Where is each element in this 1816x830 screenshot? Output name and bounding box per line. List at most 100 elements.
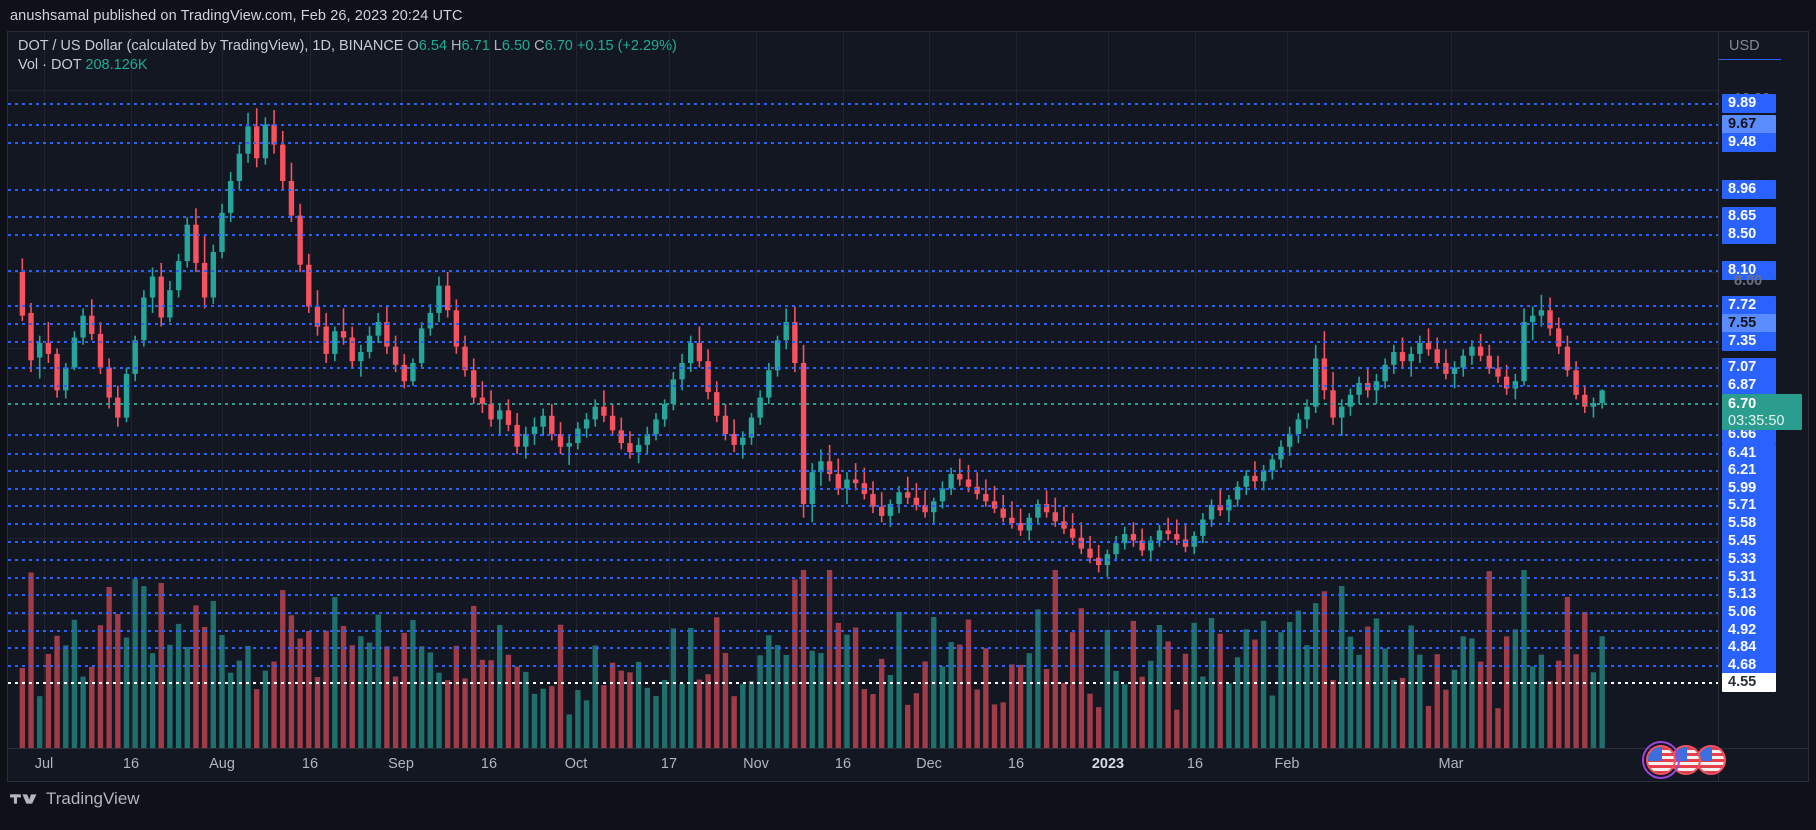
price-level-4-68 (8, 665, 1718, 667)
price-label-5-71[interactable]: 5.71 (1722, 496, 1776, 515)
price-level-5-58 (8, 523, 1718, 525)
price-label-6-87[interactable]: 6.87 (1722, 376, 1776, 395)
flag-canton (1698, 747, 1712, 762)
price-level-9-48 (8, 142, 1718, 144)
price-label-8-96[interactable]: 8.96 (1722, 180, 1776, 199)
price-level-5-33 (8, 559, 1718, 561)
price-level-5-45 (8, 541, 1718, 543)
time-scale-corner (1718, 748, 1808, 781)
price-label-5-06[interactable]: 5.06 (1722, 603, 1776, 622)
price-label-8-65[interactable]: 8.65 (1722, 207, 1776, 226)
price-label-4-68[interactable]: 4.68 (1722, 656, 1776, 675)
price-level-9-89 (8, 103, 1718, 105)
price-label-7-72[interactable]: 7.72 (1722, 296, 1776, 315)
time-label-dec[interactable]: Dec (916, 756, 942, 772)
tradingview-brand-label: TradingView (46, 789, 140, 808)
price-level-8-10 (8, 270, 1718, 272)
price-level-4-84 (8, 647, 1718, 649)
price-level-8-96 (8, 189, 1718, 191)
price-level-5-13 (8, 594, 1718, 596)
publisher-line: anushsamal published on TradingView.com,… (0, 0, 1816, 31)
price-label-9-89[interactable]: 9.89 (1722, 94, 1776, 113)
price-label-9-67[interactable]: 9.67 (1722, 115, 1776, 134)
time-label-nov[interactable]: Nov (743, 756, 769, 772)
time-scale[interactable]: Jul 16 Aug 16 Sep 16 Oct 17 Nov 16 Dec 16 2023 16 Feb M… (8, 748, 1808, 781)
price-level-6-87 (8, 385, 1718, 387)
price-label-8-10[interactable]: 8.10 (1722, 261, 1776, 280)
legend-close-value: 6.70 (544, 38, 573, 54)
time-label-16[interactable]: 16 (301, 756, 319, 772)
price-level-7-07 (8, 367, 1718, 369)
legend-high-key: H (451, 38, 462, 54)
time-label-sep[interactable]: Sep (388, 756, 414, 772)
price-label-8-50[interactable]: 8.50 (1722, 225, 1776, 244)
price-label-5-33[interactable]: 5.33 (1722, 550, 1776, 569)
price-level-8-65 (8, 216, 1718, 218)
last-price-value: 6.70 (1728, 396, 1757, 412)
price-level-4-92 (8, 630, 1718, 632)
legend-change-value: +0.15 (+2.29%) (576, 38, 677, 54)
time-label-16[interactable]: 16 (1186, 756, 1204, 772)
time-label-oct[interactable]: Oct (564, 756, 588, 772)
price-label-4-55[interactable]: 4.55 (1722, 673, 1776, 692)
chart-legend: DOT / US Dollar (calculated by TradingVi… (18, 37, 677, 75)
time-label-aug[interactable]: Aug (209, 756, 235, 772)
price-scale-unit: USD (1729, 38, 1760, 54)
price-label-5-45[interactable]: 5.45 (1722, 532, 1776, 551)
time-label-16[interactable]: 16 (834, 756, 852, 772)
price-level-5-71 (8, 505, 1718, 507)
time-label-16[interactable]: 16 (122, 756, 140, 772)
legend-open-value: 6.54 (418, 38, 448, 54)
price-label-8-00[interactable]: 8.00 (1734, 273, 1763, 289)
legend-volume-row[interactable]: Vol · DOT 208.126K (18, 56, 677, 75)
price-label-5-99[interactable]: 5.99 (1722, 479, 1776, 498)
legend-volume-label: Vol · DOT (18, 57, 82, 73)
price-label-4-84[interactable]: 4.84 (1722, 638, 1776, 657)
price-label-9-48[interactable]: 9.48 (1722, 133, 1776, 152)
price-label-7-55[interactable]: 7.55 (1722, 314, 1776, 333)
legend-low-key: L (493, 38, 502, 54)
tradingview-brand[interactable]: TradingView (10, 789, 140, 809)
price-level-5-31 (8, 577, 1718, 579)
legend-low-value: 6.50 (501, 38, 531, 54)
price-label-6-21[interactable]: 6.21 (1722, 461, 1776, 480)
price-level-6-41 (8, 453, 1718, 455)
price-level-7-35 (8, 341, 1718, 343)
time-label-16[interactable]: 16 (1007, 756, 1025, 772)
price-level-5-06 (8, 612, 1718, 614)
legend-symbol-title: DOT / US Dollar (calculated by TradingVi… (18, 38, 404, 54)
price-scale[interactable]: USD 10.009.899.679.488.968.658.508.108.0… (1718, 32, 1808, 748)
price-level-8-50 (8, 234, 1718, 236)
legend-open-key: O (407, 38, 419, 54)
price-label-4-92[interactable]: 4.92 (1722, 621, 1776, 640)
time-label-2023[interactable]: 2023 (1091, 756, 1125, 772)
chart-plot-area[interactable] (8, 32, 1718, 748)
price-label-5-58[interactable]: 5.58 (1722, 514, 1776, 533)
price-level-7-72 (8, 305, 1718, 307)
legend-close-key: C (534, 38, 545, 54)
legend-high-value: 6.71 (461, 38, 490, 54)
price-level-6-21 (8, 470, 1718, 472)
price-level-6-66 (8, 434, 1718, 436)
bar-countdown: 03:35:50 (1728, 413, 1785, 429)
price-label-6-41[interactable]: 6.41 (1722, 444, 1776, 463)
price-label-7-35[interactable]: 7.35 (1722, 332, 1776, 351)
last-price-label[interactable]: 6.70 03:35:50 (1722, 394, 1802, 430)
time-label-17[interactable]: 17 (660, 756, 678, 772)
last-price-line (8, 403, 1718, 405)
price-label-5-31[interactable]: 5.31 (1722, 568, 1776, 587)
price-label-7-07[interactable]: 7.07 (1722, 358, 1776, 377)
legend-volume-value: 208.126K (85, 57, 148, 73)
price-level-5-99 (8, 488, 1718, 490)
time-label-jul[interactable]: Jul (34, 756, 54, 772)
time-label-mar[interactable]: Mar (1438, 756, 1464, 772)
chart-container[interactable]: DOT / US Dollar (calculated by TradingVi… (7, 31, 1809, 782)
time-label-feb[interactable]: Feb (1274, 756, 1300, 772)
price-label-5-13[interactable]: 5.13 (1722, 585, 1776, 604)
price-scale-underline (1719, 59, 1781, 60)
legend-symbol-row[interactable]: DOT / US Dollar (calculated by TradingVi… (18, 37, 677, 56)
tradingview-logo-icon (10, 791, 38, 807)
grid-layer (8, 32, 1718, 748)
time-label-16[interactable]: 16 (480, 756, 498, 772)
